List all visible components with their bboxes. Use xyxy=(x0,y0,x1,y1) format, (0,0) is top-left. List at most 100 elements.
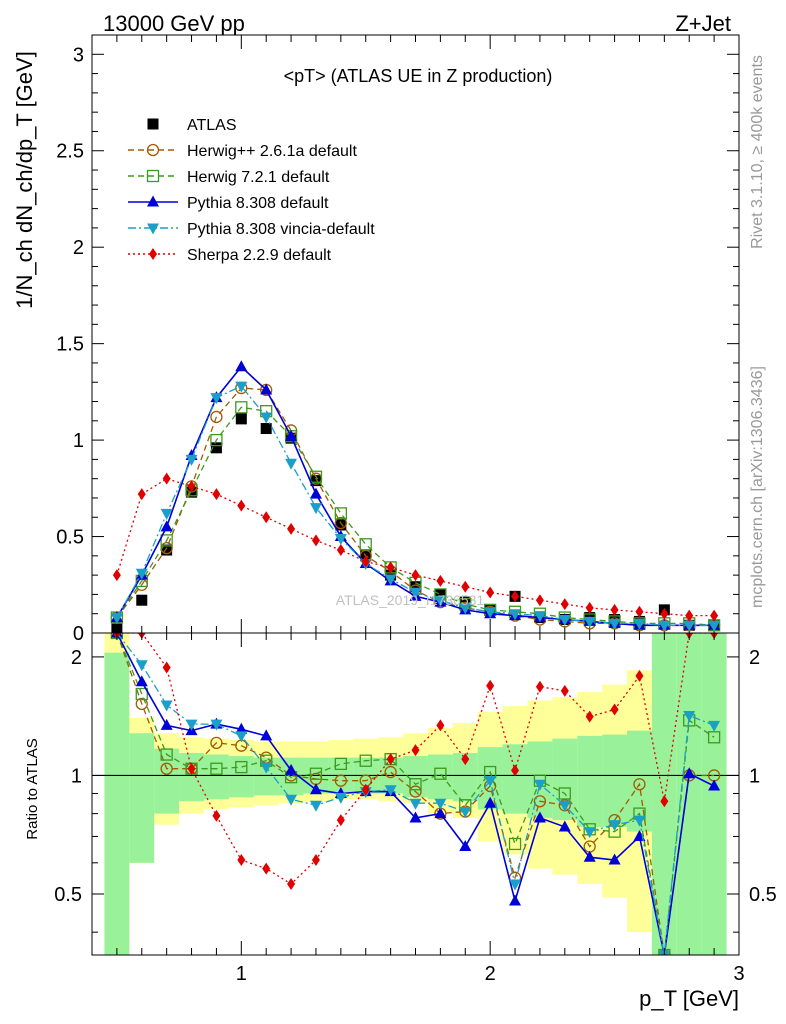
band-inner xyxy=(104,652,130,955)
ratio-point-herwig7 xyxy=(135,687,148,701)
y-tick-label-main: 2 xyxy=(73,237,84,259)
band-inner xyxy=(602,734,628,827)
data-point-vincia xyxy=(633,618,646,630)
ratio-point-sherpa xyxy=(287,878,296,891)
ratio-point-sherpa xyxy=(237,853,246,866)
ratio-point-herwigpp xyxy=(334,774,347,787)
ratio-point-herwigpp xyxy=(135,697,148,710)
ratio-point-sherpa xyxy=(187,762,196,775)
ratio-point-herwig7 xyxy=(309,767,323,780)
data-point-atlas xyxy=(161,544,173,556)
band-inner xyxy=(527,741,553,818)
ratio-point-pythia xyxy=(135,675,148,687)
ratio-point-vincia xyxy=(384,785,397,797)
y-tick-label-ratio: 2 xyxy=(71,647,82,669)
data-point-pythia xyxy=(285,429,298,441)
y-tick-label-ratio-right: 0.5 xyxy=(749,884,777,906)
ratio-point-vincia xyxy=(708,720,721,732)
band-inner xyxy=(502,744,528,814)
data-point-vincia xyxy=(683,620,696,632)
data-point-atlas xyxy=(410,581,421,593)
y-axis-label-main: 1/N_ch dN_ch/dp_T [GeV] xyxy=(12,51,37,309)
y-axis-label-ratio: Ratio to ATLAS xyxy=(24,738,41,839)
ratio-series-sherpa xyxy=(112,633,719,891)
ratio-point-sherpa xyxy=(560,684,569,697)
data-point-sherpa xyxy=(461,580,470,593)
ratio-point-vincia xyxy=(434,798,447,810)
legend-label-vincia: Pythia 8.308 vincia-default xyxy=(187,221,375,238)
data-point-atlas xyxy=(434,588,446,600)
ratio-point-pythia xyxy=(533,811,546,823)
data-point-sherpa xyxy=(486,586,495,599)
data-point-vincia xyxy=(160,508,173,520)
ratio-point-pythia xyxy=(484,796,497,808)
band-inner xyxy=(154,748,180,814)
data-point-vincia xyxy=(384,574,397,586)
ratio-point-sherpa xyxy=(660,795,669,808)
series-sherpa xyxy=(112,472,719,622)
data-point-vincia xyxy=(484,607,497,619)
ratio-point-pythia xyxy=(235,722,248,734)
ratio-point-sherpa xyxy=(162,661,171,674)
data-point-vincia xyxy=(434,595,447,607)
ratio-point-pythia xyxy=(260,729,273,741)
legend-marker-herwigpp xyxy=(146,143,160,157)
data-point-vincia xyxy=(210,393,223,405)
band-inner xyxy=(701,633,727,955)
data-point-sherpa xyxy=(635,605,644,618)
ratio-point-vincia xyxy=(409,798,422,810)
ratio-point-vincia xyxy=(185,719,198,731)
data-point-sherpa xyxy=(187,480,196,493)
ratio-point-sherpa xyxy=(436,719,445,732)
ratio-point-vincia xyxy=(608,820,621,832)
ratio-point-herwigpp xyxy=(533,795,547,808)
ratio-point-vincia xyxy=(334,792,347,804)
data-point-pythia xyxy=(235,360,248,372)
data-point-pythia xyxy=(309,487,322,499)
ratio-point-herwig7 xyxy=(558,787,571,800)
ratio-point-herwig7 xyxy=(235,760,248,774)
ratio-point-vincia xyxy=(260,762,273,774)
data-point-herwigpp xyxy=(334,516,347,530)
data-point-vincia xyxy=(708,620,721,632)
y-tick-label-ratio: 0.5 xyxy=(54,884,82,906)
ratio-point-pythia xyxy=(434,807,447,819)
data-point-sherpa xyxy=(436,574,445,587)
data-point-sherpa xyxy=(710,609,719,622)
data-point-vincia xyxy=(135,568,148,580)
main-panel: 0 0.5 1 1.5 2 2.5 3 ATLAS Herwig++ 2.6.1a defau… xyxy=(12,34,740,645)
data-point-vincia xyxy=(583,616,596,628)
data-point-sherpa xyxy=(162,472,171,485)
data-point-sherpa xyxy=(685,609,694,622)
ratio-point-sherpa xyxy=(461,753,470,766)
ratio-point-vincia xyxy=(484,776,497,788)
band-inner xyxy=(129,733,155,863)
header-left: 13000 GeV pp xyxy=(103,11,245,36)
ratio-point-vincia xyxy=(459,806,472,818)
y-tick-label-main: 1 xyxy=(73,430,84,452)
chart-title: <pT> (ATLAS UE in Z production) xyxy=(284,66,553,86)
data-point-vincia xyxy=(235,381,248,393)
data-point-vincia xyxy=(608,618,621,630)
ratio-point-sherpa xyxy=(361,783,370,796)
ratio-point-vincia xyxy=(210,719,223,731)
ratio-point-vincia xyxy=(533,779,546,791)
data-point-herwig7 xyxy=(160,534,173,547)
x-tick-label: 1 xyxy=(236,963,247,985)
ratio-point-sherpa xyxy=(311,853,320,866)
data-point-vincia xyxy=(533,611,546,623)
ratio-point-pythia xyxy=(285,763,298,775)
ratio-point-vincia xyxy=(160,700,173,712)
data-point-vincia xyxy=(260,412,273,424)
legend-label-herwigpp: Herwig++ 2.6.1a default xyxy=(187,143,357,160)
data-point-sherpa xyxy=(311,534,320,547)
data-point-sherpa xyxy=(411,569,420,582)
legend-marker-pythia xyxy=(147,195,159,207)
data-point-atlas xyxy=(260,423,272,435)
data-point-sherpa xyxy=(212,488,221,501)
y-tick-label-main: 0.5 xyxy=(56,527,84,549)
ratio-point-pythia xyxy=(608,853,621,865)
legend-label-herwig7: Herwig 7.2.1 default xyxy=(187,169,330,186)
legend-label-atlas: ATLAS xyxy=(187,117,237,134)
ratio-point-herwig7 xyxy=(508,837,522,851)
